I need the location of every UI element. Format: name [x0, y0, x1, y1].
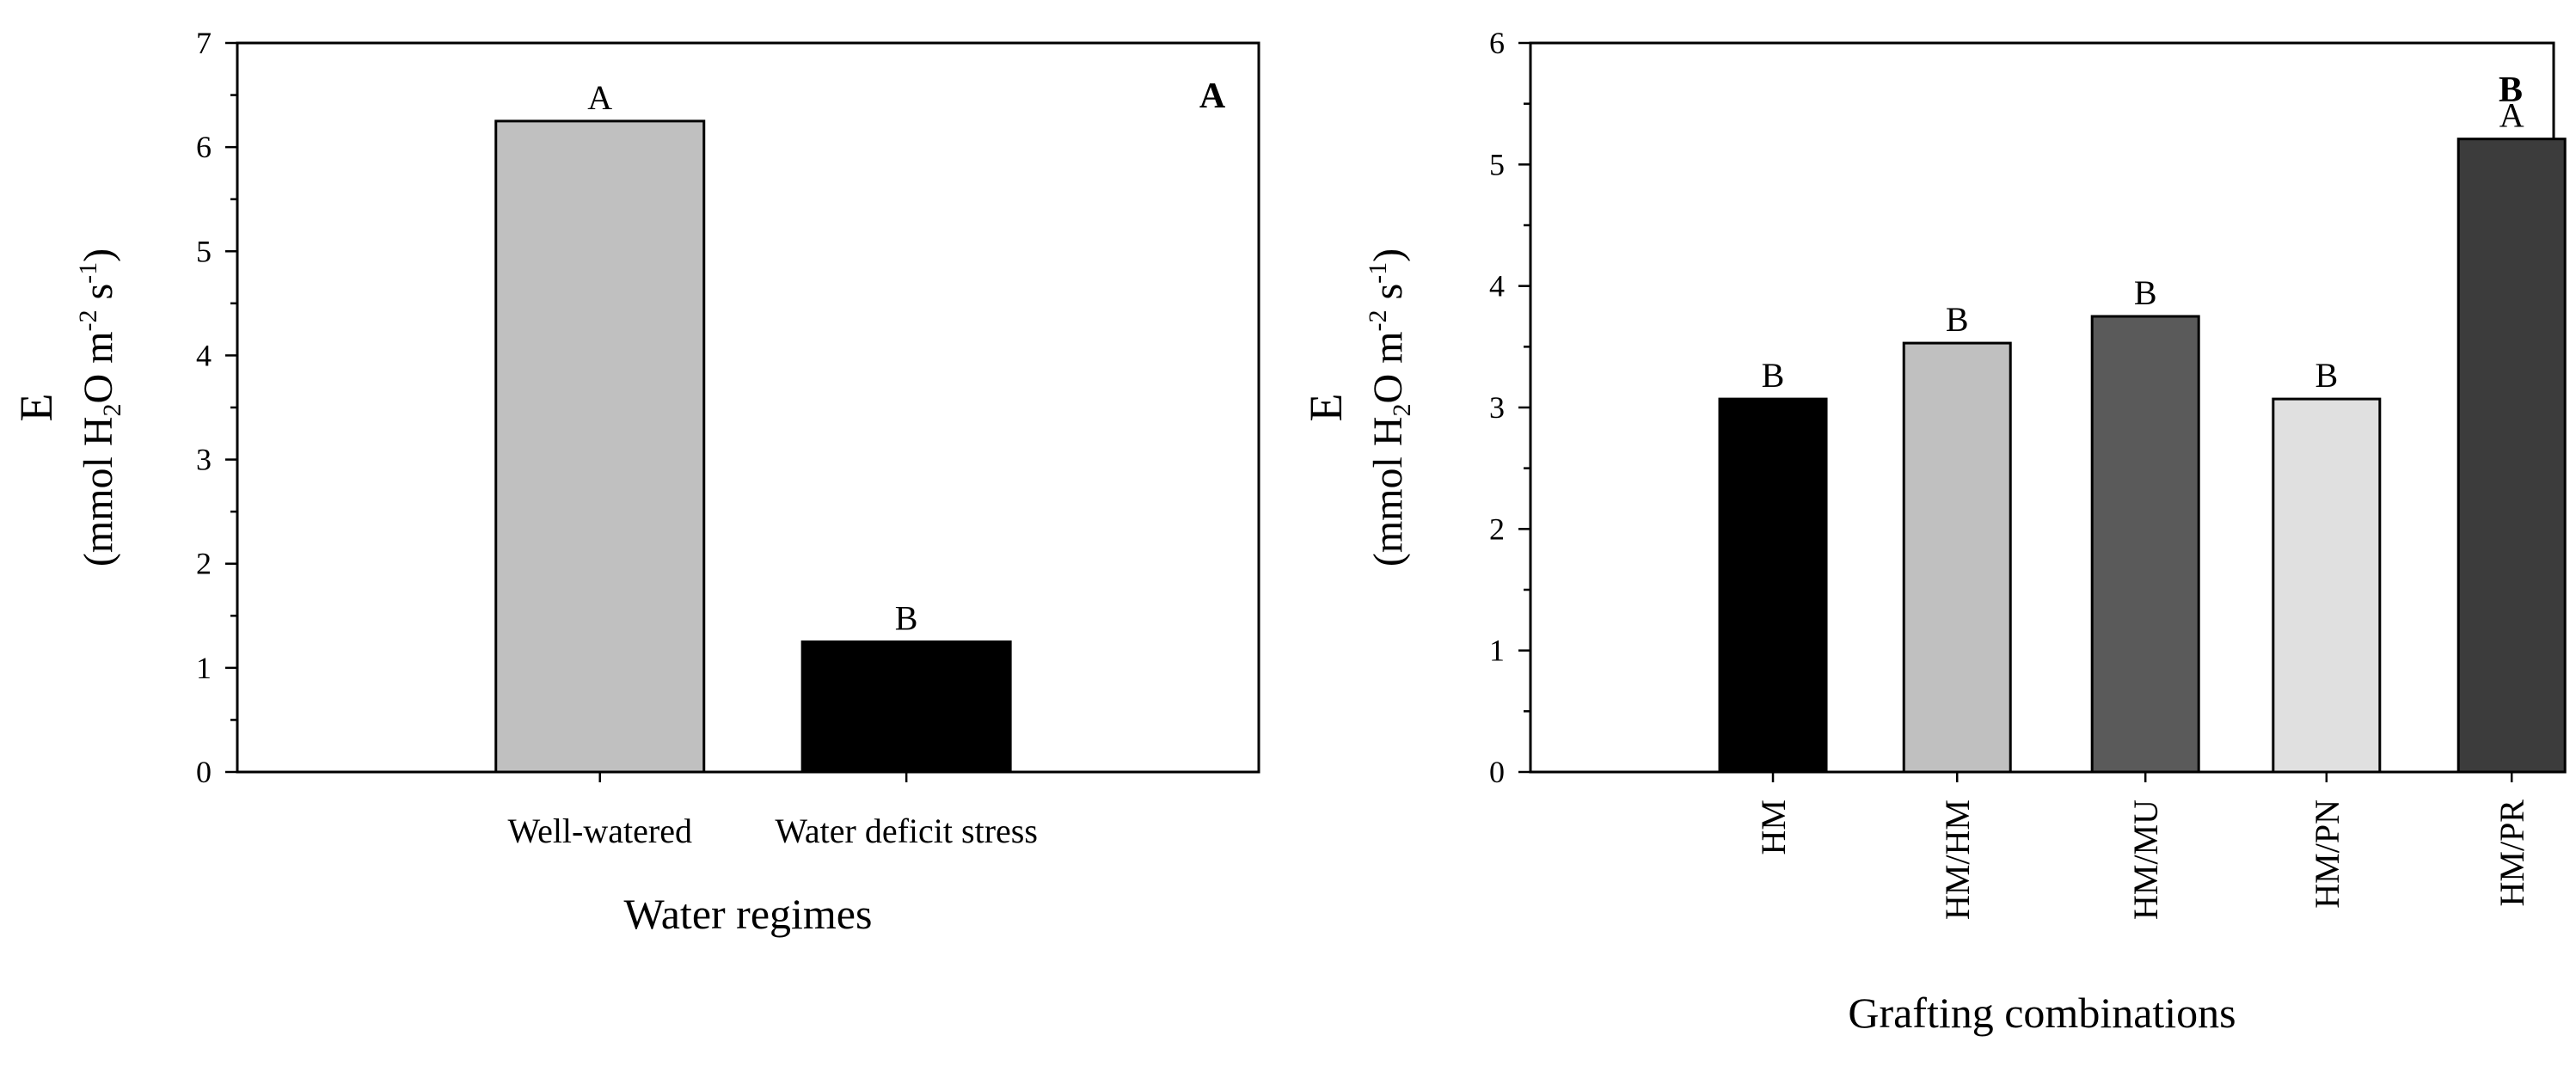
x-tick-label: HM/HM [1938, 800, 1977, 920]
y-tick-label: 7 [196, 26, 212, 60]
y-tick-label: 2 [196, 547, 212, 581]
y-axis-title: E [1300, 394, 1352, 422]
significance-label: B [2315, 356, 2338, 395]
bar-hm-hm [1902, 341, 2012, 774]
y-axis-units: (mmol H2O m-2 s-1) [74, 248, 126, 567]
x-axis-title: Grafting combinations [1848, 989, 2236, 1037]
y-tick-label: 1 [1489, 634, 1505, 668]
y-tick-label: 3 [1489, 390, 1505, 425]
y-tick-label: 6 [196, 130, 212, 164]
y-tick-label: 6 [1489, 26, 1505, 60]
plot-frame [1529, 41, 2555, 774]
x-tick-label: Water deficit stress [775, 812, 1038, 850]
x-tick-label: HM/PN [2308, 800, 2346, 909]
panel-b: 0 1 2 3 4 5 6 B HM B HM/HM B HM/MU B HM/PN A HM/PR Grafti… [1300, 26, 2567, 1037]
y-tick-label: 3 [196, 443, 212, 477]
panel-a: 0 1 2 3 4 5 6 7 A Well-watered B Water deficit stre… [10, 26, 1260, 938]
y-tick-label: 4 [1489, 269, 1505, 303]
plot-frame [236, 41, 1260, 774]
bar-water-deficit-stress [800, 640, 1012, 774]
bar-hm-pr [2456, 138, 2567, 774]
significance-label: A [2499, 96, 2524, 135]
bar-hm [1718, 397, 1828, 774]
y-tick-label: 4 [196, 338, 212, 372]
panel-label: B [2499, 70, 2523, 110]
significance-label: B [1946, 300, 1969, 339]
x-tick-label: HM [1754, 800, 1793, 855]
x-tick-label: Well-watered [508, 812, 692, 850]
y-tick-label: 1 [196, 651, 212, 685]
significance-label: B [895, 599, 918, 638]
y-tick-label: 0 [196, 755, 212, 789]
y-tick-label: 5 [1489, 147, 1505, 181]
y-axis-title: E [10, 394, 62, 422]
x-tick-label: HM/MU [2126, 800, 2165, 920]
bar-hm-pn [2272, 397, 2382, 774]
y-tick-label: 2 [1489, 512, 1505, 546]
bar-well-watered [494, 119, 706, 774]
panel-label: A [1199, 77, 1226, 116]
significance-label: B [2134, 273, 2157, 312]
significance-label: B [1762, 356, 1785, 395]
y-tick-label: 5 [196, 234, 212, 268]
bar-hm-mu [2090, 315, 2200, 774]
y-axis-units: (mmol H2O m-2 s-1) [1364, 248, 1416, 567]
x-tick-label: HM/PR [2493, 800, 2531, 907]
x-axis-title: Water regimes [624, 890, 873, 938]
y-tick-label: 0 [1489, 755, 1505, 789]
significance-label: A [587, 78, 612, 117]
